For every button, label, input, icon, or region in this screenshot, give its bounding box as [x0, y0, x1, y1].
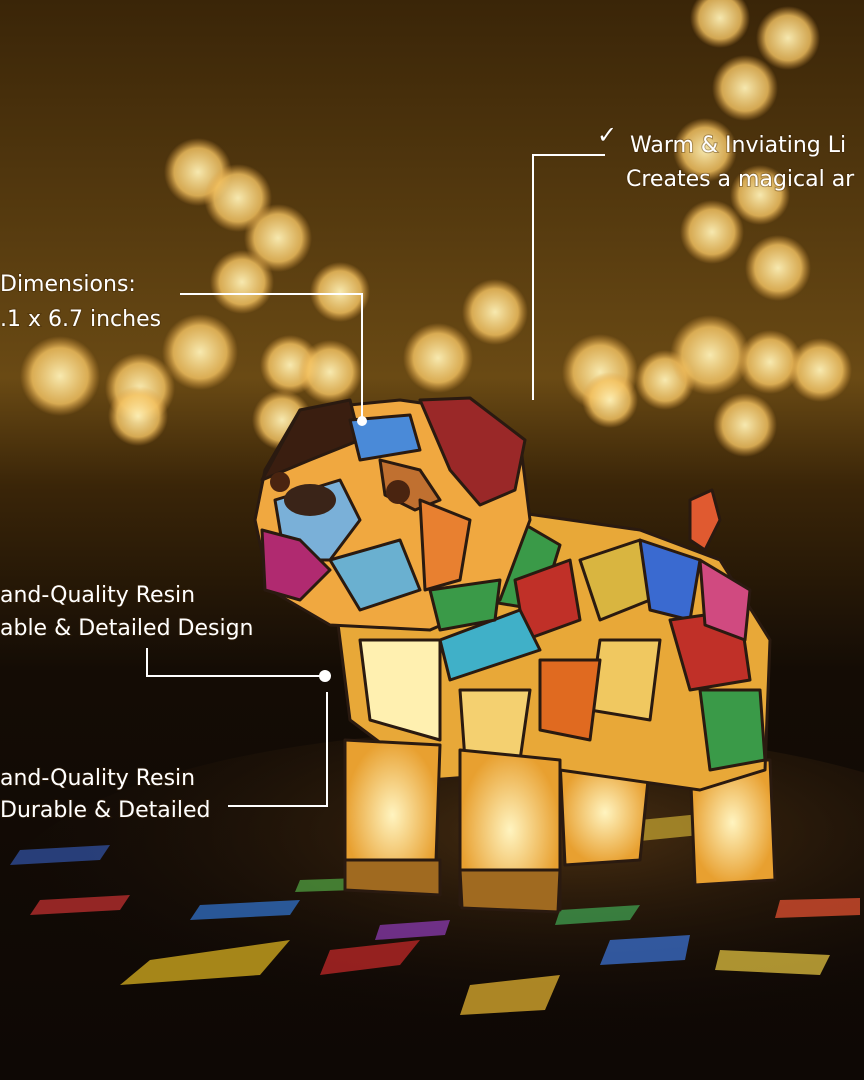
callout-text: and-Quality Resin: [0, 766, 195, 791]
eye: [270, 472, 290, 492]
bulldog-lamp: [253, 396, 777, 914]
floor-light-patches: [10, 812, 860, 1015]
floor-glow: [0, 730, 864, 1070]
callout-text: Creates a magical ar: [626, 167, 855, 192]
callout-text: and-Quality Resin: [0, 583, 195, 608]
bokeh: [20, 0, 852, 457]
callout-text: .1 x 6.7 inches: [0, 307, 161, 332]
leader-lines: [146, 154, 605, 807]
eye: [386, 480, 410, 504]
callout-text: Durable & Detailed: [0, 798, 210, 823]
check-icon: ✓: [597, 121, 617, 149]
callouts: ✓ Warm & Inviating Li Creates a magical …: [0, 120, 856, 824]
callout-text: Dimensions:: [0, 272, 136, 297]
callout-text: Warm & Inviating Li: [630, 133, 846, 158]
nose: [284, 484, 336, 516]
callout-text: able & Detailed Design: [0, 616, 254, 641]
